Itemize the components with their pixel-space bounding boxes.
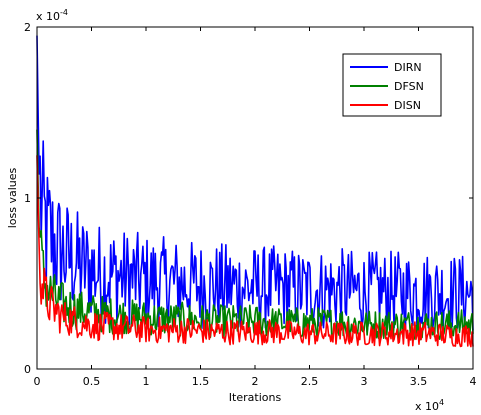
- x-tick-label: 2.5: [301, 375, 319, 388]
- series-line-disn: [36, 155, 474, 348]
- legend-label-dfsn: DFSN: [394, 80, 424, 93]
- legend-label-dirn: DIRN: [394, 61, 422, 74]
- x-axis-ticks: 0 0.5 1 1.5 2 2.5 3 3.5 4: [34, 27, 477, 388]
- x-axis-label: Iterations: [229, 391, 282, 404]
- x-tick-label: 0: [34, 375, 41, 388]
- y-axis-ticks: 0 1 2: [24, 21, 473, 376]
- y-tick-label: 0: [24, 363, 31, 376]
- legend-label-disn: DISN: [394, 99, 421, 112]
- x-tick-label: 2: [252, 375, 259, 388]
- x-axis-multiplier: x 104: [415, 398, 444, 413]
- x-tick-label: 4: [470, 375, 477, 388]
- y-axis-multiplier: x 10-4: [36, 8, 68, 23]
- x-tick-label: 1.5: [192, 375, 210, 388]
- series-layer: [36, 35, 474, 348]
- x-tick-label: 1: [143, 375, 150, 388]
- x-tick-label: 3.5: [410, 375, 428, 388]
- series-line-dirn: [36, 35, 474, 333]
- x-tick-label: 3: [361, 375, 368, 388]
- y-tick-label: 1: [24, 192, 31, 205]
- y-axis-label: loss values: [6, 167, 19, 228]
- y-tick-label: 2: [24, 21, 31, 34]
- legend: DIRN DFSN DISN: [342, 53, 442, 117]
- series-line-dfsn: [36, 129, 474, 341]
- x-tick-label: 0.5: [83, 375, 101, 388]
